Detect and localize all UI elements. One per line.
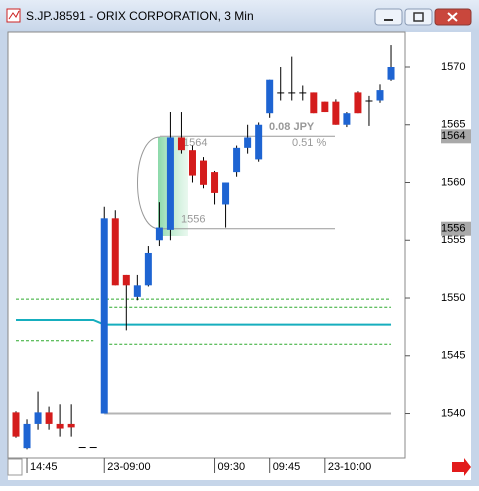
- close-glyph: [447, 12, 458, 22]
- candle-body: [166, 137, 174, 230]
- maximize-glyph: [413, 12, 424, 22]
- candle-body: [12, 412, 20, 437]
- x-tick-label: 23-10:00: [328, 461, 371, 473]
- candle-body: [376, 90, 384, 101]
- overlay-line: [16, 318, 392, 326]
- candle-body: [255, 124, 263, 160]
- minimize-button[interactable]: [374, 8, 403, 26]
- y-tick-label: 1560: [441, 176, 465, 188]
- candle-body: [100, 218, 108, 414]
- candle-body: [23, 423, 31, 449]
- candle-body: [222, 182, 230, 205]
- axis-price-label: 1564: [441, 130, 465, 142]
- candle-body: [122, 274, 130, 286]
- plot-area: [7, 31, 406, 459]
- candle-body: [177, 137, 185, 151]
- minimize-glyph: [384, 19, 393, 21]
- candle-body: [144, 252, 152, 286]
- candle-body: [233, 147, 241, 173]
- candle-body: [266, 79, 274, 114]
- candle-body: [244, 137, 252, 148]
- y-tick-label: 1570: [441, 61, 465, 73]
- candle-body: [365, 100, 373, 102]
- candle-body: [321, 101, 329, 113]
- candle-body: [211, 172, 219, 193]
- measure-end-label: 1564: [183, 137, 207, 149]
- y-tick-label: 1550: [441, 292, 465, 304]
- axis-price-box: [441, 221, 471, 236]
- candle-body: [45, 412, 53, 424]
- candle-body: [34, 412, 42, 424]
- candle-body: [332, 101, 340, 125]
- candle-body: [343, 113, 351, 125]
- x-tick-label: 09:45: [273, 461, 301, 473]
- candle-body: [200, 160, 208, 185]
- candle-body: [67, 423, 75, 428]
- candle-body: [133, 285, 141, 297]
- measure-start-label: 1556: [181, 214, 205, 226]
- measure-percent: 0.51 %: [292, 137, 326, 149]
- measure-change: 0.08 JPY: [269, 121, 315, 133]
- candle-body: [310, 92, 318, 114]
- candle-body: [111, 218, 119, 286]
- axis-price-label: 1556: [441, 223, 465, 235]
- maximize-button[interactable]: [404, 8, 433, 26]
- candle-body: [288, 92, 296, 94]
- y-tick-label: 1565: [441, 119, 465, 131]
- x-tick-label: 14:45: [30, 461, 58, 473]
- candle-body: [188, 150, 196, 176]
- candle-body: [387, 66, 395, 80]
- x-tick-label: 09:30: [218, 461, 246, 473]
- y-tick-label: 1540: [441, 407, 465, 419]
- candle-body: [277, 92, 285, 94]
- axis-price-box: [441, 129, 471, 144]
- candle-body: [56, 423, 64, 429]
- candle-body: [89, 447, 97, 449]
- candle-body: [155, 227, 163, 241]
- candle-body: [354, 92, 362, 114]
- window-title: S.JP.J8591 - ORIX CORPORATION, 3 Min: [26, 9, 254, 23]
- candle-body: [78, 447, 86, 449]
- scroll-box[interactable]: [7, 458, 23, 476]
- candle-body: [299, 92, 307, 94]
- measure-curve: [137, 136, 161, 230]
- y-tick-label: 1545: [441, 350, 465, 362]
- y-tick-label: 1555: [441, 234, 465, 246]
- window-icon-glyph: [8, 10, 20, 20]
- window-icon: [6, 8, 21, 23]
- x-tick-label: 23-09:00: [107, 461, 150, 473]
- scroll-arrow[interactable]: [452, 458, 471, 476]
